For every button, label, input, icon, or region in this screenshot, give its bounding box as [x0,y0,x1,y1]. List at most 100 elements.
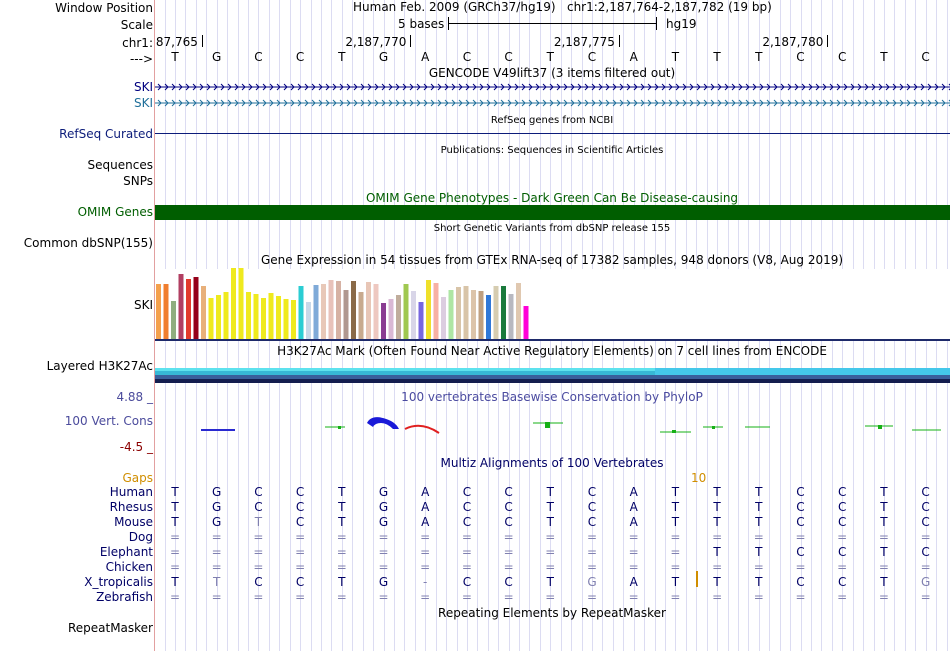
strand-chevron [248,83,253,91]
strand-chevron [759,83,764,91]
strand-chevron [514,99,519,107]
strand-chevron [647,99,652,107]
gtex-track-title: Gene Expression in 54 tissues from GTEx … [260,253,844,267]
strand-chevron [787,83,792,91]
alignment-base: = [503,530,514,544]
strand-chevron [395,99,400,107]
strand-chevron [409,83,414,91]
strand-chevron [556,99,561,107]
alignment-base: T [338,500,346,514]
strand-chevron [717,83,722,91]
ski-track-label-2[interactable]: SKI [133,96,153,110]
alignment-base: = [336,560,347,574]
alignment-base: C [837,500,847,514]
alignment-base: = [628,560,639,574]
strand-chevron [262,99,267,107]
gtex-tissue-bar [313,285,319,339]
strand-chevron [528,99,533,107]
reference-base: G [212,50,222,64]
strand-chevron [367,99,372,107]
strand-chevron [927,99,932,107]
strand-chevron [864,83,869,91]
h3k27ac-track-label[interactable]: Layered H3K27Ac [46,359,153,373]
strand-chevron [780,99,785,107]
strand-chevron [325,83,330,91]
omim-gene-bar[interactable] [155,205,950,220]
gtex-tissue-bar [486,295,491,339]
strand-chevron [843,83,848,91]
h3k27ac-layer-1 [155,368,950,371]
repeatmasker-track-label[interactable]: RepeatMasker [67,621,153,635]
strand-chevron [493,99,498,107]
phylop-logo-g [367,417,399,429]
strand-chevron [479,99,484,107]
dbsnp-track-label[interactable]: Common dbSNP(155) [23,236,153,250]
strand-chevron [493,83,498,91]
phylop-conservation-plot[interactable] [155,405,950,445]
alignment-base: A [421,500,430,514]
phylop-max-label: 4.88 _ [116,390,153,404]
alignment-base: = [461,530,472,544]
alignment-base: C [254,485,263,499]
strand-chevron [423,99,428,107]
sequences-track-label[interactable]: Sequences [87,158,153,172]
gtex-gene-label[interactable]: SKI [133,298,153,312]
alignment-base: A [629,485,638,499]
refseq-track-label[interactable]: RefSeq Curated [59,127,153,141]
strand-chevron [416,99,421,107]
alignment-base: = [545,590,556,604]
alignment-base: A [629,500,638,514]
h3k27ac-signal[interactable] [155,368,950,386]
alignment-base: = [336,545,347,559]
strand-chevron [906,83,911,91]
gtex-tissue-bar [478,291,484,339]
strand-chevron [346,99,351,107]
refseq-gene-line[interactable] [155,133,950,134]
strand-chevron [906,99,911,107]
ruler-tick-label: 2,187,775 [553,35,615,49]
alignment-base: G [212,485,222,499]
strand-chevron [269,83,274,91]
alignment-base: = [670,545,681,559]
alignment-base: T [713,500,721,514]
strand-chevron [164,99,169,107]
strand-chevron [304,83,309,91]
gtex-tissue-bar [223,292,229,339]
ski-track-label-1[interactable]: SKI [133,80,153,94]
gtex-tissue-bar [441,297,446,339]
alignment-base: T [671,485,680,499]
strand-chevron [367,83,372,91]
strand-chevron [472,99,477,107]
alignment-base: = [712,560,723,574]
alignment-base: = [211,545,222,559]
alignment-base: T [338,485,346,499]
gtex-tissue-bar [201,286,206,339]
strand-chevron [773,99,778,107]
strand-chevron [528,83,533,91]
gtex-tissue-bar [216,295,221,339]
strand-chevron [241,99,246,107]
strand-chevron [381,83,386,91]
omim-track-label[interactable]: OMIM Genes [77,205,153,219]
strand-chevron [332,83,337,91]
alignment-base: C [254,500,263,514]
strand-chevron [773,83,778,91]
alignment-base: = [336,530,347,544]
strand-chevron [724,99,729,107]
repeatmasker-track-title: Repeating Elements by RepeatMasker [438,606,666,620]
snps-track-label[interactable]: SNPs [123,174,153,188]
ski-transcripts[interactable] [155,82,950,110]
alignment-base: = [545,560,556,574]
alignment-base: C [462,500,472,514]
alignment-base: C [504,500,513,514]
strand-chevron [577,99,582,107]
alignment-base: = [420,545,431,559]
alignment-base: C [837,545,847,559]
gtex-bar-chart[interactable] [155,268,950,342]
vert-cons-track-label[interactable]: 100 Vert. Cons [64,414,153,428]
h3k27ac-layer-2b [655,368,950,377]
alignment-base: = [753,530,764,544]
browser-track-area[interactable]: Human Feb. 2009 (GRCh37/hg19) chr1:2,187… [155,0,950,651]
gtex-tissue-bar [276,296,281,339]
alignment-base: C [587,500,597,514]
